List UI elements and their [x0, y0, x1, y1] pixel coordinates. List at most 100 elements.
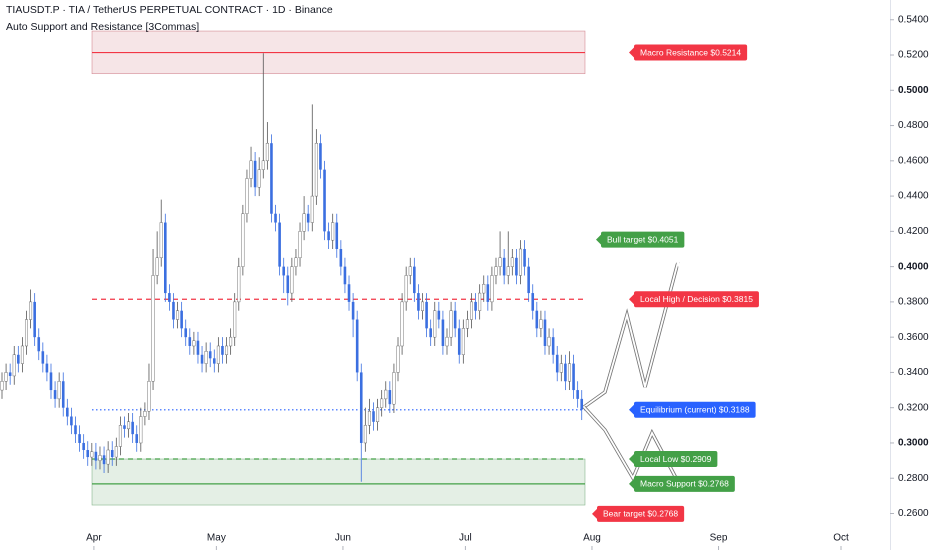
candle-body [441, 319, 445, 346]
candle-body [515, 257, 518, 276]
level-label-box [634, 291, 759, 308]
candle-body [518, 248, 522, 276]
candle-body [245, 178, 249, 214]
candle-body [135, 434, 139, 443]
candle-body [396, 345, 400, 373]
candle-body [457, 328, 461, 355]
candle-body [270, 143, 273, 214]
candle-body [363, 425, 367, 444]
candle-body [241, 213, 245, 267]
level-label-box [634, 475, 735, 492]
candle-body [118, 425, 122, 447]
candle-body [380, 398, 384, 408]
candle-body [168, 293, 171, 302]
candles [0, 53, 584, 482]
axes: 0.5400 0.5200 0.5000 0.4800 0.4600 0.4400 0.42… [86, 14, 929, 550]
y-tick-label: 0.4600 [898, 155, 929, 166]
candle-body [449, 310, 453, 338]
y-tick-label: 0.5400 [898, 14, 929, 25]
candle-body [486, 284, 490, 302]
candle-body [425, 301, 428, 329]
candle-body [433, 310, 437, 338]
candle-body [188, 337, 192, 346]
candle-body [551, 337, 555, 355]
candle-body [547, 336, 551, 347]
candle-body [469, 301, 473, 320]
candle-body [131, 421, 134, 435]
candle-body [98, 455, 102, 461]
candle-body [237, 266, 241, 303]
candle-body [290, 266, 294, 294]
x-tick-label: May [207, 533, 226, 544]
candle-body [41, 351, 45, 364]
candle-body [143, 411, 147, 417]
zones [91, 30, 586, 506]
candle-body [298, 231, 302, 259]
candle-body [421, 301, 425, 311]
candle-body [417, 293, 420, 311]
candle-body [531, 293, 535, 311]
candle-body [139, 416, 143, 444]
x-tick-label: Jun [335, 533, 351, 544]
candle-body [74, 425, 77, 435]
candle-body [164, 222, 167, 294]
level-label-tip [629, 404, 634, 415]
level-label: Equilibrium (current) $0.3188 [629, 401, 756, 418]
candle-body [502, 257, 506, 276]
level-label-box [634, 401, 756, 418]
candle-body [127, 421, 131, 430]
y-tick-label: 0.4200 [898, 226, 929, 237]
candle-body [465, 319, 469, 329]
y-tick-label: 0.3600 [898, 332, 929, 343]
candle-body [261, 160, 265, 170]
candle-body [17, 354, 20, 364]
candle-body [555, 354, 559, 373]
candle-body [53, 390, 57, 399]
level-label-box [634, 44, 748, 61]
candle-body [114, 446, 118, 458]
candle-body [567, 363, 571, 382]
candle-body [461, 328, 465, 355]
candle-body [339, 248, 343, 267]
candle-body [392, 372, 396, 405]
candle-body [57, 381, 61, 400]
x-tick-label: Sep [710, 533, 728, 544]
candle-body [302, 213, 306, 232]
level-label: Bull target $0.4051 [596, 231, 685, 248]
candle-body [359, 372, 363, 443]
candle-body [404, 275, 408, 303]
candle-body [510, 257, 514, 267]
candle-body [310, 195, 314, 223]
level-label: Macro Resistance $0.5214 [629, 44, 748, 61]
y-tick-label: 0.2600 [898, 508, 929, 519]
level-label-tip [592, 508, 597, 519]
candle-body [490, 275, 494, 303]
projection [582, 258, 681, 482]
candle-body [102, 455, 106, 465]
y-tick-label: 0.4400 [898, 191, 929, 202]
level-label-text: Bull target $0.4051 [607, 234, 679, 244]
candle-body [33, 301, 36, 338]
candle-body [413, 266, 416, 294]
zone [91, 458, 586, 506]
y-tick-label: 0.3800 [898, 297, 929, 308]
candle-body [204, 351, 208, 364]
level-label-text: Local Low $0.2909 [640, 454, 712, 464]
bull-arrow-head [667, 258, 681, 273]
candle-body [45, 363, 49, 373]
candle-body [523, 248, 526, 267]
chart-title: TIAUSDT.P · TIA / TetherUS PERPETUAL CON… [6, 4, 333, 16]
candle-body [559, 363, 563, 373]
level-label-box [634, 451, 718, 468]
y-tick-label: 0.4800 [898, 120, 929, 131]
y-tick-label: 0.5000 [898, 85, 929, 96]
y-tick-label: 0.2800 [898, 473, 929, 484]
candle-body [90, 451, 94, 458]
candle-body [176, 310, 180, 320]
level-label: Local High / Decision $0.3815 [629, 291, 759, 308]
bear-path [583, 406, 677, 481]
level-label-text: Bear target $0.2768 [603, 509, 678, 519]
candle-body [445, 336, 449, 347]
candle-body [233, 301, 237, 338]
